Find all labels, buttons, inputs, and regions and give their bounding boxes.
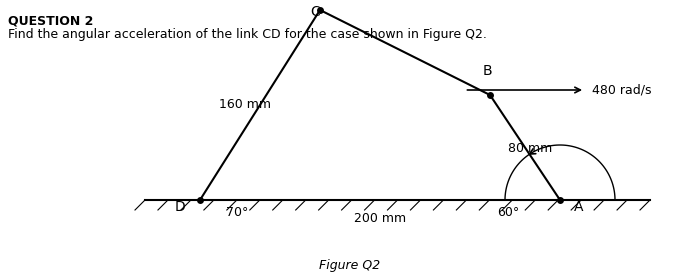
Text: 200 mm: 200 mm	[354, 211, 406, 225]
Text: Figure Q2: Figure Q2	[319, 259, 381, 271]
Text: A: A	[574, 200, 584, 214]
Text: D: D	[174, 200, 185, 214]
Text: 480 rad/s: 480 rad/s	[592, 83, 652, 97]
Text: 70°: 70°	[226, 206, 248, 220]
Text: 80 mm: 80 mm	[508, 141, 552, 155]
Text: Find the angular acceleration of the link CD for the case shown in Figure Q2.: Find the angular acceleration of the lin…	[8, 28, 487, 41]
Text: 160 mm: 160 mm	[219, 98, 271, 112]
Text: B: B	[482, 64, 492, 78]
Text: 60°: 60°	[497, 206, 519, 220]
Text: C: C	[310, 5, 320, 19]
Text: QUESTION 2: QUESTION 2	[8, 14, 93, 27]
